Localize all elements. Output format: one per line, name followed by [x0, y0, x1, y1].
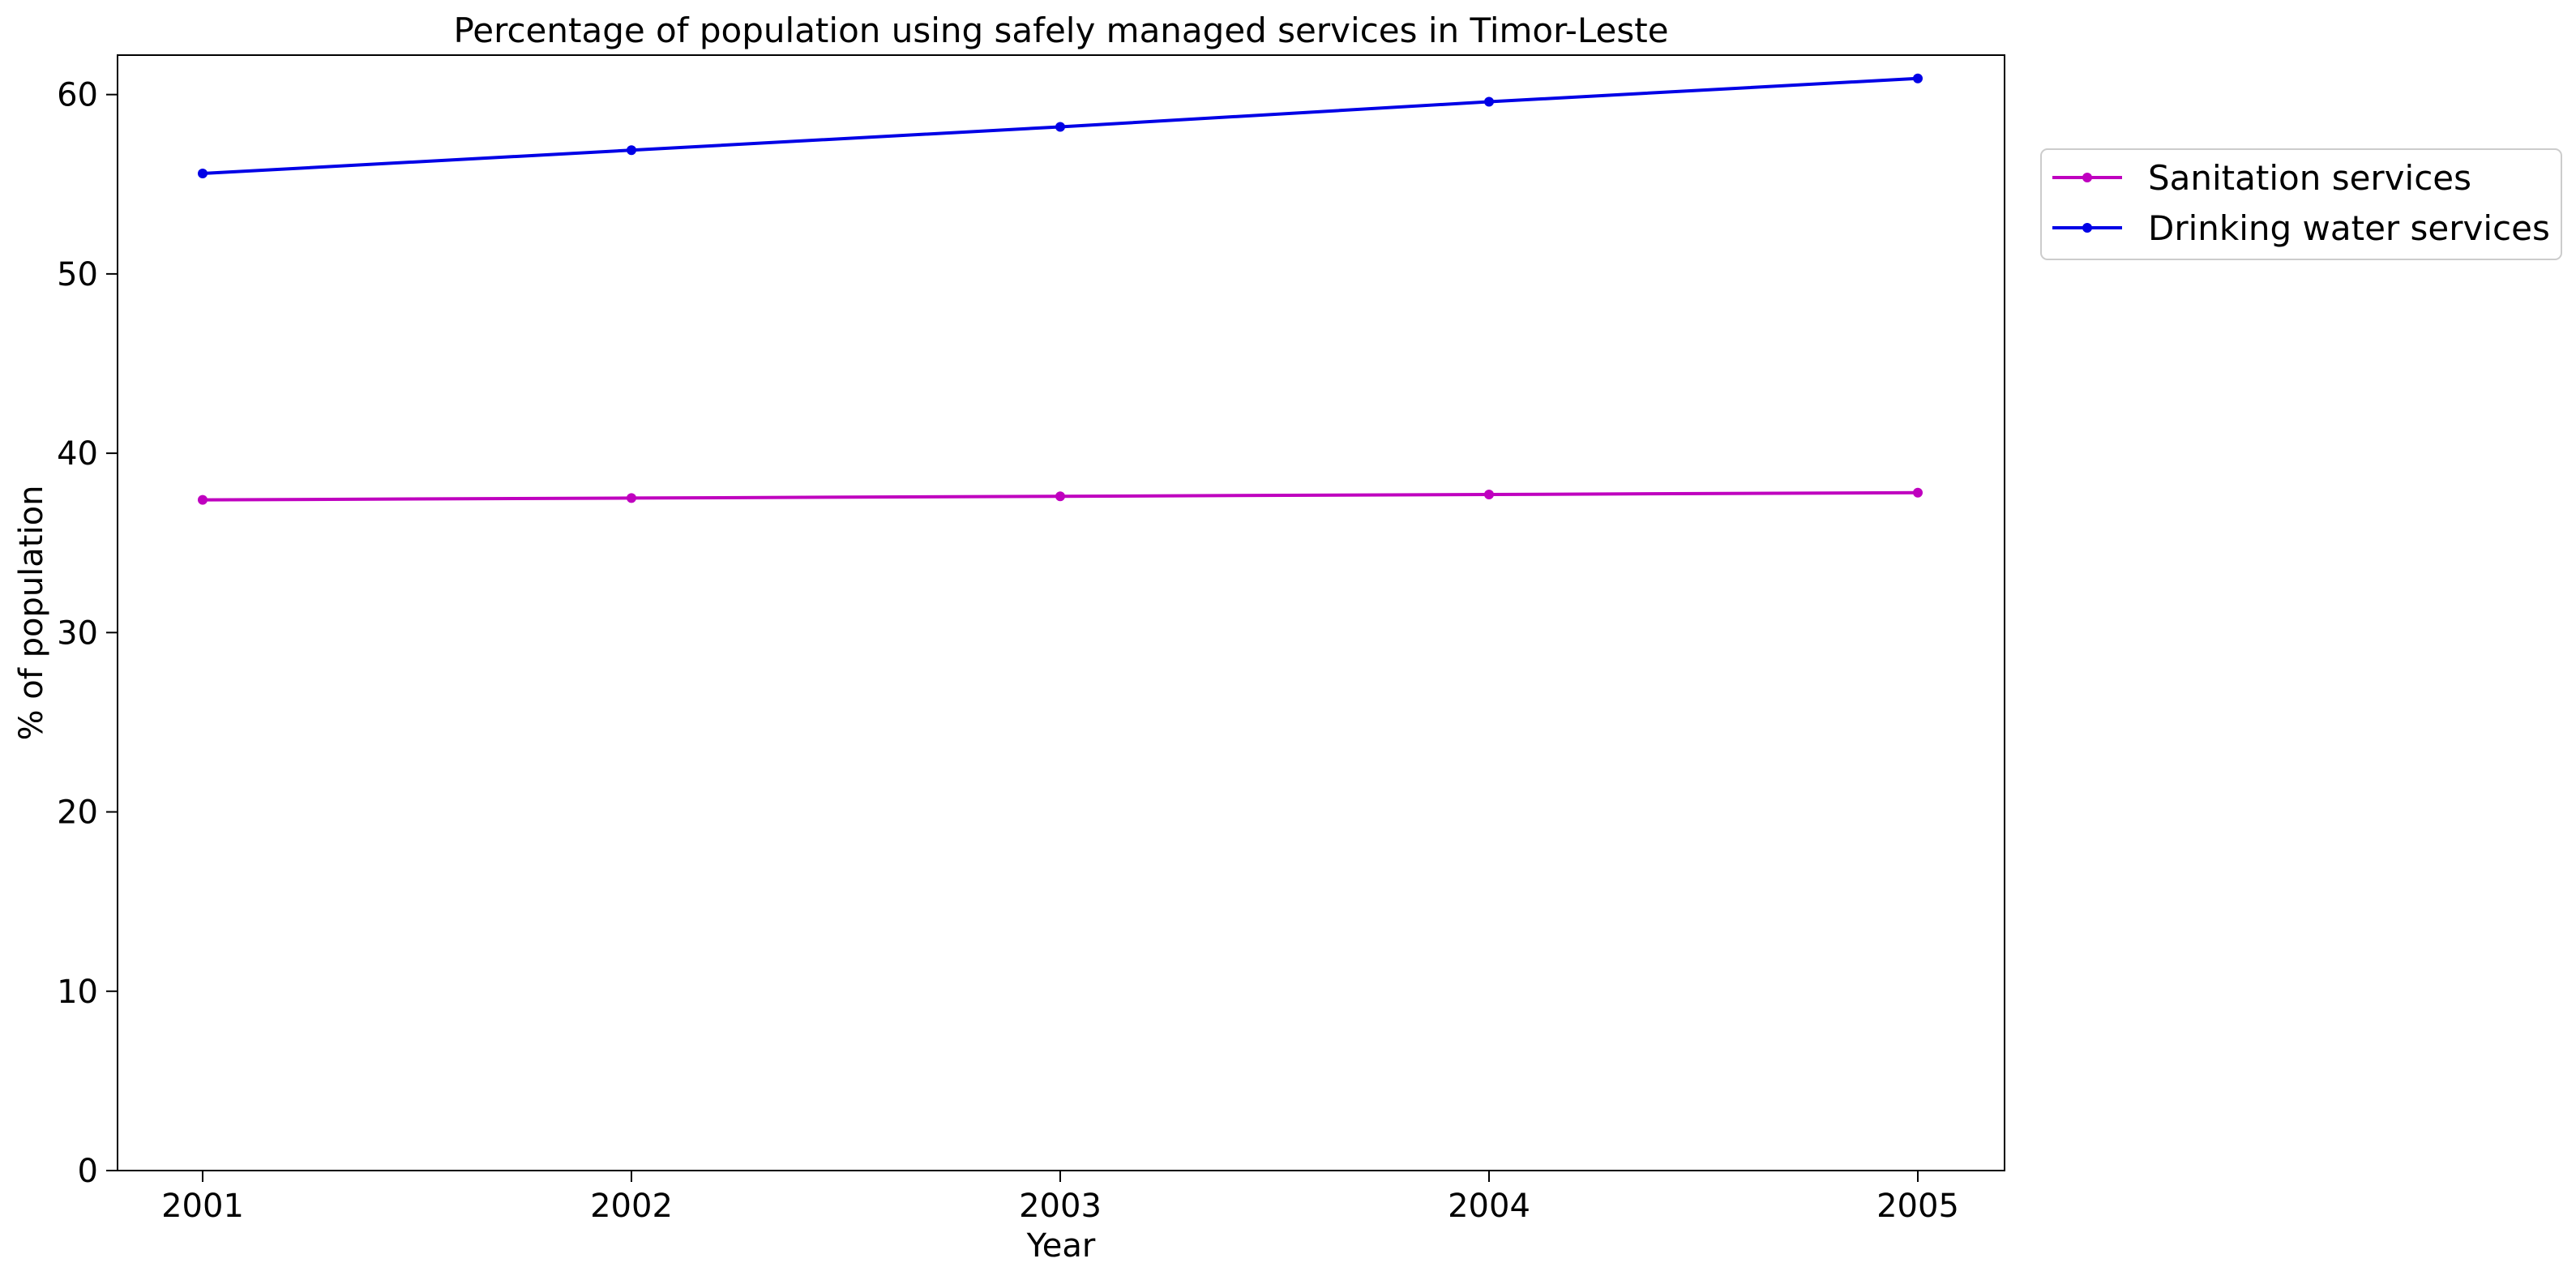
sanitation-services-point: [1055, 491, 1065, 502]
sanitation-services-point: [198, 494, 208, 505]
drinking-water-services-point: [627, 145, 636, 156]
sanitation-services-point: [1484, 489, 1494, 499]
y-tick-label: 50: [57, 256, 98, 293]
y-tick-label: 40: [57, 435, 98, 473]
sanitation-services-point: [627, 493, 636, 503]
x-axis: 2001 2002 2003 2004 2005: [161, 1171, 1959, 1225]
drinking-water-services-point: [1055, 122, 1065, 132]
y-axis: 0 10 20 30 40 50 60: [57, 77, 118, 1190]
y-axis-label: % of population: [13, 486, 50, 741]
sanitation-services-legend-label: Sanitation services: [2148, 158, 2471, 198]
x-tick-label: 2001: [161, 1188, 244, 1225]
legend: Sanitation services Drinking water servic…: [2040, 148, 2562, 260]
x-tick-label: 2002: [590, 1188, 673, 1225]
x-tick-label: 2003: [1019, 1188, 1102, 1225]
sanitation-services-legend-marker: [2082, 173, 2092, 182]
chart-title: Percentage of population using safely ma…: [453, 11, 1668, 50]
y-tick-label: 20: [57, 794, 98, 832]
drinking-water-services-point: [198, 169, 208, 179]
plot-area-frame: [117, 54, 2005, 1171]
series-layer: [198, 73, 1923, 505]
legend-frame: [2040, 148, 2562, 260]
x-tick-label: 2005: [1876, 1188, 1959, 1225]
x-tick-label: 2004: [1448, 1188, 1530, 1225]
y-tick-label: 10: [57, 974, 98, 1011]
drinking-water-services-point: [1913, 73, 1923, 83]
legend-items: Sanitation services Drinking water servic…: [2052, 158, 2550, 248]
drinking-water-services-legend-label: Drinking water services: [2148, 208, 2550, 248]
x-axis-label: Year: [1026, 1227, 1096, 1265]
sanitation-services-point: [1913, 487, 1923, 498]
drinking-water-services-legend-marker: [2082, 223, 2092, 233]
drinking-water-services-point: [1484, 96, 1494, 107]
y-tick-label: 60: [57, 77, 98, 114]
y-tick-label: 0: [78, 1153, 98, 1190]
y-tick-label: 30: [57, 614, 98, 652]
